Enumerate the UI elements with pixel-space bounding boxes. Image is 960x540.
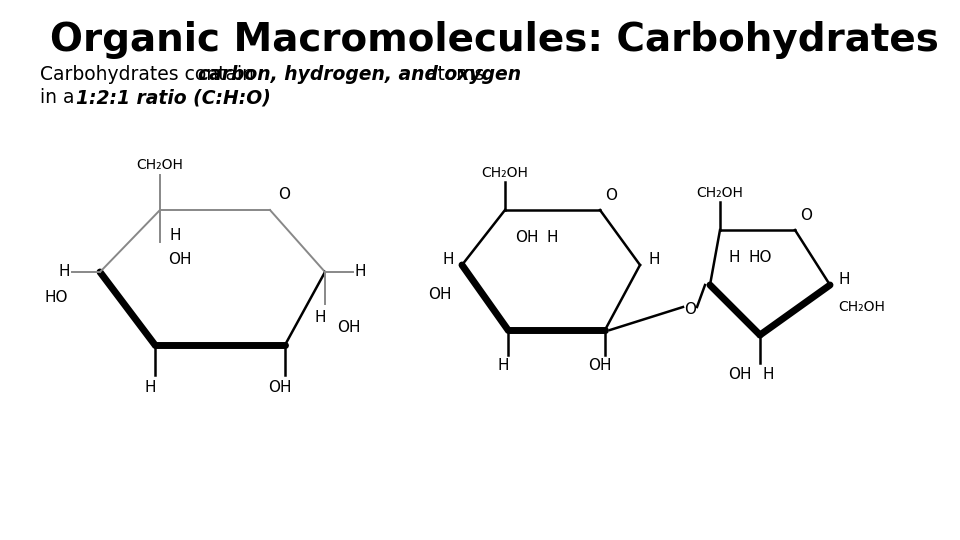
Text: CH₂OH: CH₂OH	[136, 158, 183, 172]
Text: in a: in a	[40, 88, 81, 107]
Text: carbon, hydrogen, and oxygen: carbon, hydrogen, and oxygen	[199, 65, 521, 84]
Text: HO: HO	[44, 289, 68, 305]
Text: O: O	[684, 302, 696, 318]
Text: CH₂OH: CH₂OH	[482, 166, 528, 180]
Text: H: H	[838, 273, 850, 287]
Text: H: H	[59, 265, 70, 280]
Text: 1:2:1 ratio (C:H:O): 1:2:1 ratio (C:H:O)	[76, 88, 271, 107]
Text: OH: OH	[428, 287, 452, 302]
Text: H: H	[443, 253, 454, 267]
Text: H: H	[728, 250, 739, 265]
Text: CH₂OH: CH₂OH	[697, 186, 743, 200]
Text: H: H	[648, 253, 660, 267]
Text: H: H	[169, 228, 180, 243]
Text: H: H	[497, 358, 509, 373]
Text: Carbohydrates contain: Carbohydrates contain	[40, 65, 260, 84]
Text: H: H	[547, 230, 559, 245]
Text: OH: OH	[337, 320, 361, 335]
Text: H: H	[355, 265, 367, 280]
Text: H: H	[144, 380, 156, 395]
Text: H: H	[762, 367, 774, 382]
Text: HO: HO	[748, 250, 772, 265]
Text: H: H	[314, 310, 325, 325]
Text: OH: OH	[515, 230, 539, 245]
Text: atoms: atoms	[420, 65, 484, 84]
Text: O: O	[800, 208, 812, 223]
Text: OH: OH	[729, 367, 752, 382]
Text: OH: OH	[168, 252, 191, 267]
Text: Organic Macromolecules: Carbohydrates: Organic Macromolecules: Carbohydrates	[50, 21, 939, 59]
Text: O: O	[605, 188, 617, 203]
Text: O: O	[278, 187, 290, 202]
Text: CH₂OH: CH₂OH	[838, 300, 885, 314]
Text: OH: OH	[268, 380, 292, 395]
Text: OH: OH	[588, 358, 612, 373]
